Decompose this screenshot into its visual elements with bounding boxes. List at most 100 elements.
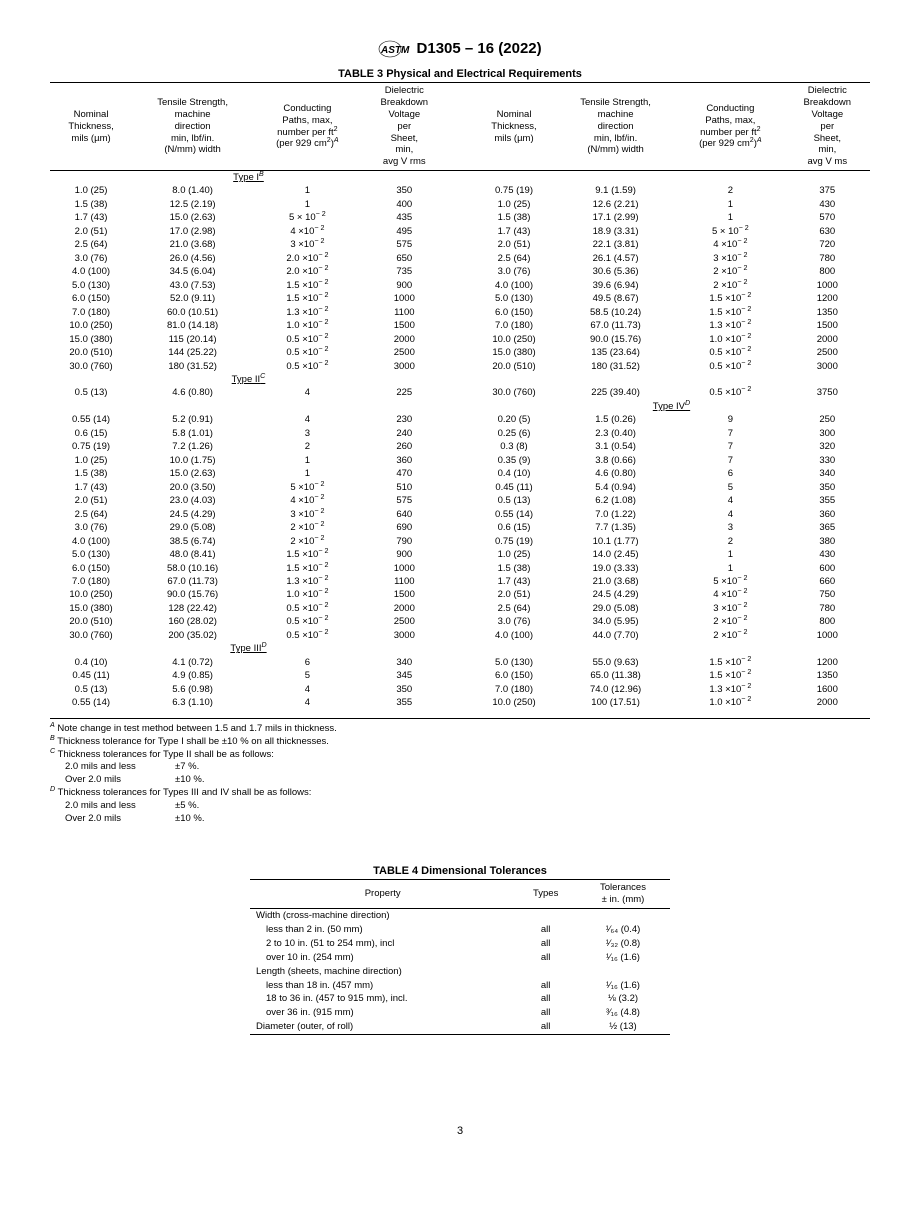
t3-cell: 29.0 (5.08) <box>555 602 676 615</box>
t3-cell: 9.1 (1.59) <box>555 185 676 198</box>
t3-cell: 3.8 (0.66) <box>555 454 676 467</box>
t3-cell: 5.8 (1.01) <box>132 427 253 440</box>
t3-cell: 3 ×10− 2 <box>253 239 361 252</box>
page-number: 3 <box>50 1125 870 1137</box>
t3-cell: 17.0 (2.98) <box>132 225 253 238</box>
t3-cell: 1.0 (25) <box>473 548 555 561</box>
t3-cell: 1 <box>676 548 784 561</box>
t3-cell: 2.3 (0.40) <box>555 427 676 440</box>
t4-type: all <box>515 937 576 951</box>
t3-cell: 2 ×10− 2 <box>676 629 784 642</box>
t3-h-dielectric-l: DielectricBreakdownVoltageperSheet,min,a… <box>362 83 447 171</box>
t3-cell: 3000 <box>362 360 447 373</box>
t3-cell: 1600 <box>785 683 870 696</box>
t3-cell: 2.0 ×10− 2 <box>253 265 361 278</box>
t3-cell: 650 <box>362 252 447 265</box>
t3-cell: 44.0 (7.70) <box>555 629 676 642</box>
t3-cell: 4.0 (100) <box>473 279 555 292</box>
t3-cell: 1500 <box>785 319 870 332</box>
t3-cell: 0.6 (15) <box>50 427 132 440</box>
t3-cell: 735 <box>362 265 447 278</box>
t3-cell: 5 <box>676 481 784 494</box>
t3-cell: 0.6 (15) <box>473 521 555 534</box>
t3-cell: 0.5 ×10− 2 <box>253 346 361 359</box>
t3-cell: 630 <box>785 225 870 238</box>
t3-cell: 2.0 (51) <box>473 239 555 252</box>
designation: D1305 – 16 (2022) <box>417 40 542 57</box>
t3-cell: 350 <box>785 481 870 494</box>
t3-cell: 5.0 (130) <box>473 292 555 305</box>
t3-cell: 3.1 (0.54) <box>555 441 676 454</box>
t3-cell: 0.55 (14) <box>50 696 132 709</box>
note-d1a: 2.0 mils and less <box>65 800 175 813</box>
t4-h-property: Property <box>250 880 515 909</box>
t3-cell: 10.0 (250) <box>473 333 555 346</box>
t3-cell: 3000 <box>785 360 870 373</box>
t3-cell: 430 <box>785 548 870 561</box>
t3-cell: 20.0 (510) <box>50 346 132 359</box>
t3-cell: 180 (31.52) <box>555 360 676 373</box>
t3-cell: 34.5 (6.04) <box>132 265 253 278</box>
t4-tol <box>576 965 670 979</box>
table4: Property Types Tolerances± in. (mm) Widt… <box>250 879 670 1035</box>
t3-cell: 4.6 (0.80) <box>132 387 253 400</box>
t3-cell: 0.5 ×10− 2 <box>253 360 361 373</box>
t3-cell: 260 <box>362 441 447 454</box>
t3-cell: 0.3 (8) <box>473 441 555 454</box>
t3-cell: 4 ×10− 2 <box>253 225 361 238</box>
t3-cell: 1.5 (0.26) <box>555 414 676 427</box>
table3-title: TABLE 3 Physical and Electrical Requirem… <box>50 68 870 80</box>
t3-cell: 350 <box>362 683 447 696</box>
t4-type <box>515 909 576 923</box>
t4-tol: ¹⁄₆₄ (0.4) <box>576 923 670 937</box>
t3-cell: 20.0 (3.50) <box>132 481 253 494</box>
astm-logo-icon: ASTM <box>378 40 412 58</box>
t3-cell: 4 <box>676 494 784 507</box>
t3-cell: 39.6 (6.94) <box>555 279 676 292</box>
t3-cell: 2.5 (64) <box>50 239 132 252</box>
note-c2b: ±10 %. <box>175 774 205 785</box>
t3-cell: 2 ×10− 2 <box>253 521 361 534</box>
t3-cell: 29.0 (5.08) <box>132 521 253 534</box>
t4-type: all <box>515 1020 576 1034</box>
t3-cell: 10.0 (250) <box>50 589 132 602</box>
t3-cell: 5 × 10− 2 <box>253 212 361 225</box>
t3-cell: 3 <box>253 427 361 440</box>
t3-cell: 225 <box>362 387 447 400</box>
t3-cell: 1.5 (38) <box>473 562 555 575</box>
t3-cell: 3000 <box>362 629 447 642</box>
t3-cell: 5.6 (0.98) <box>132 683 253 696</box>
t3-cell: 15.0 (2.63) <box>132 212 253 225</box>
t3-cell: 300 <box>785 427 870 440</box>
t3-cell: 320 <box>785 441 870 454</box>
t3-cell: 800 <box>785 616 870 629</box>
t3-cell: 1000 <box>362 292 447 305</box>
t4-tol: ½ (13) <box>576 1020 670 1034</box>
t3-cell: 14.0 (2.45) <box>555 548 676 561</box>
t3-cell: 7.0 (180) <box>473 319 555 332</box>
t3-cell: 15.0 (380) <box>473 346 555 359</box>
t3-cell: 1.0 ×10− 2 <box>676 696 784 709</box>
t4-property: Diameter (outer, of roll) <box>250 1020 515 1034</box>
t3-cell: 900 <box>362 279 447 292</box>
t3-cell: 1.0 (25) <box>50 454 132 467</box>
t3-cell: 26.0 (4.56) <box>132 252 253 265</box>
t3-cell: 7.0 (180) <box>50 306 132 319</box>
t3-cell: 350 <box>362 185 447 198</box>
t3-cell: 1500 <box>362 589 447 602</box>
t3-cell: 2 ×10− 2 <box>253 535 361 548</box>
t3-cell: 1 <box>676 198 784 211</box>
t3-cell: 790 <box>362 535 447 548</box>
t3-cell: 0.5 ×10− 2 <box>676 346 784 359</box>
t3-cell: 1.7 (43) <box>473 225 555 238</box>
t3-cell: 5 ×10− 2 <box>253 481 361 494</box>
doc-header: ASTM D1305 – 16 (2022) <box>50 40 870 58</box>
t3-cell: 15.0 (380) <box>50 333 132 346</box>
t3-cell: 575 <box>362 239 447 252</box>
t3-cell: 1.0 ×10− 2 <box>676 333 784 346</box>
t3-cell: 43.0 (7.53) <box>132 279 253 292</box>
t3-cell: 2 <box>676 535 784 548</box>
t3-cell: 20.0 (510) <box>50 616 132 629</box>
t3-section <box>473 373 870 386</box>
t3-cell: 4.1 (0.72) <box>132 656 253 669</box>
